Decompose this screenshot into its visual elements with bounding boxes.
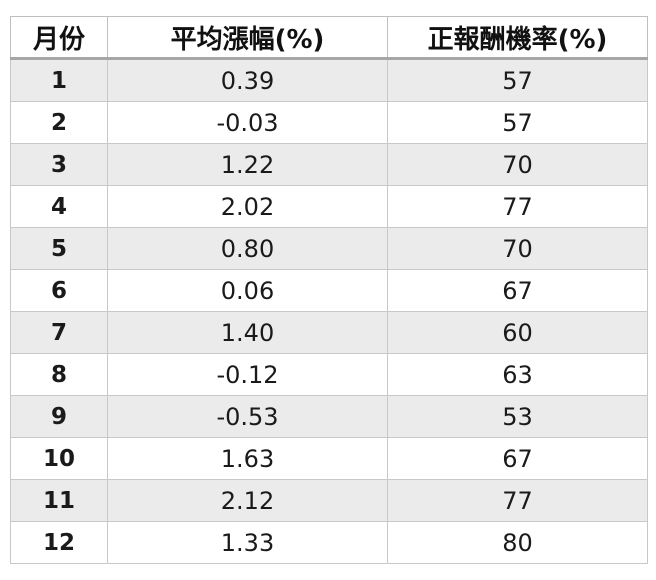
table-row: 1 0.39 57 xyxy=(10,58,648,102)
avg-change-cell: 0.80 xyxy=(107,227,388,270)
header-row: 月份 平均漲幅(%) 正報酬機率(%) xyxy=(10,16,648,60)
positive-probability-cell: 67 xyxy=(387,437,648,480)
table-body: 1 0.39 57 2 -0.03 57 3 1.22 70 4 2.02 77 5 0.80 70 6 0.0… xyxy=(10,58,648,564)
month-cell: 7 xyxy=(10,311,108,354)
table-row: 3 1.22 70 xyxy=(10,143,648,186)
month-cell: 9 xyxy=(10,395,108,438)
avg-change-cell: -0.12 xyxy=(107,353,388,396)
monthly-return-table-container: 月份 平均漲幅(%) 正報酬機率(%) 1 0.39 57 2 -0.03 57 3 1.22… xyxy=(10,16,648,564)
month-cell: 12 xyxy=(10,521,108,564)
positive-probability-cell: 67 xyxy=(387,269,648,312)
month-cell: 11 xyxy=(10,479,108,522)
positive-probability-cell: 63 xyxy=(387,353,648,396)
month-cell: 8 xyxy=(10,353,108,396)
avg-change-cell: 1.22 xyxy=(107,143,388,186)
avg-change-cell: 2.12 xyxy=(107,479,388,522)
table-row: 12 1.33 80 xyxy=(10,521,648,564)
positive-probability-cell: 80 xyxy=(387,521,648,564)
table-row: 11 2.12 77 xyxy=(10,479,648,522)
month-cell: 5 xyxy=(10,227,108,270)
table-row: 9 -0.53 53 xyxy=(10,395,648,438)
month-cell: 1 xyxy=(10,58,108,102)
month-cell: 10 xyxy=(10,437,108,480)
table-row: 5 0.80 70 xyxy=(10,227,648,270)
avg-change-cell: 1.63 xyxy=(107,437,388,480)
positive-probability-cell: 60 xyxy=(387,311,648,354)
table-row: 6 0.06 67 xyxy=(10,269,648,312)
table-row: 2 -0.03 57 xyxy=(10,101,648,144)
month-cell: 6 xyxy=(10,269,108,312)
month-cell: 4 xyxy=(10,185,108,228)
table-row: 4 2.02 77 xyxy=(10,185,648,228)
header-avg-change: 平均漲幅(%) xyxy=(107,16,388,60)
avg-change-cell: -0.03 xyxy=(107,101,388,144)
avg-change-cell: 2.02 xyxy=(107,185,388,228)
avg-change-cell: 1.33 xyxy=(107,521,388,564)
avg-change-cell: 1.40 xyxy=(107,311,388,354)
month-cell: 2 xyxy=(10,101,108,144)
positive-probability-cell: 57 xyxy=(387,101,648,144)
avg-change-cell: 0.06 xyxy=(107,269,388,312)
header-month: 月份 xyxy=(10,16,108,60)
positive-probability-cell: 77 xyxy=(387,479,648,522)
positive-probability-cell: 70 xyxy=(387,143,648,186)
header-positive-probability: 正報酬機率(%) xyxy=(387,16,648,60)
positive-probability-cell: 70 xyxy=(387,227,648,270)
table-row: 10 1.63 67 xyxy=(10,437,648,480)
avg-change-cell: -0.53 xyxy=(107,395,388,438)
positive-probability-cell: 53 xyxy=(387,395,648,438)
month-cell: 3 xyxy=(10,143,108,186)
positive-probability-cell: 57 xyxy=(387,58,648,102)
avg-change-cell: 0.39 xyxy=(107,58,388,102)
positive-probability-cell: 77 xyxy=(387,185,648,228)
table-row: 8 -0.12 63 xyxy=(10,353,648,396)
monthly-return-table: 月份 平均漲幅(%) 正報酬機率(%) 1 0.39 57 2 -0.03 57 3 1.22… xyxy=(10,16,648,564)
table-row: 7 1.40 60 xyxy=(10,311,648,354)
